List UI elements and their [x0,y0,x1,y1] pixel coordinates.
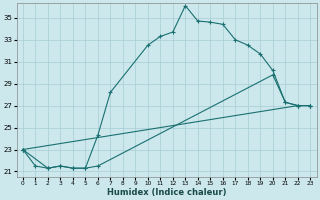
X-axis label: Humidex (Indice chaleur): Humidex (Indice chaleur) [107,188,226,197]
